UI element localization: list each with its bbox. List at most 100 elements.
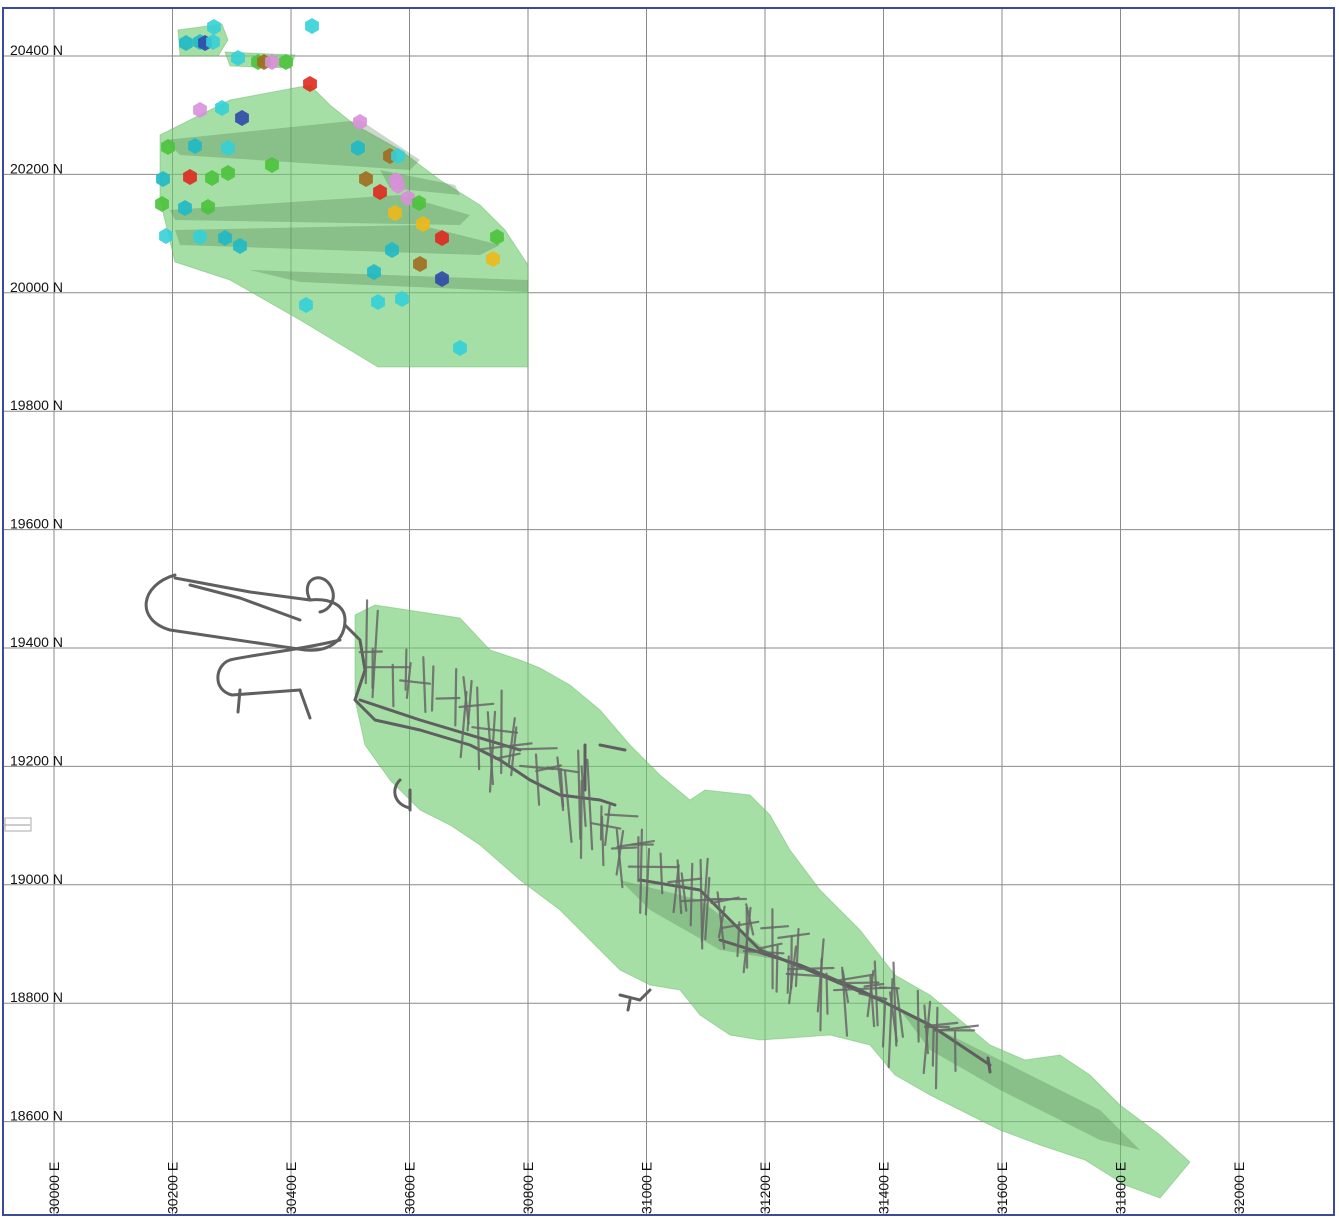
crosscut-drive: [404, 648, 408, 691]
crosscut-drive: [422, 656, 427, 714]
crosscut-drive: [644, 847, 651, 916]
drillhole-intercept: [401, 190, 415, 206]
northing-label: 19000 N: [10, 871, 63, 887]
northing-label: 20400 N: [10, 42, 63, 58]
crosscut-drive: [863, 982, 885, 988]
drillhole-intercept: [183, 169, 197, 185]
crosscut-drive: [689, 862, 694, 927]
crosscut-drive: [589, 821, 622, 830]
crosscut-drive: [736, 921, 741, 958]
drillhole-intercept: [206, 34, 220, 50]
drillhole-intercept: [351, 140, 365, 156]
drillhole-intercept: [416, 216, 430, 232]
crosscut-drive: [825, 972, 829, 1015]
drillhole-intercept: [359, 171, 373, 187]
crosscut-drive: [925, 1021, 959, 1028]
easting-label: 30600 E: [402, 1162, 418, 1214]
easting-label: 31600 E: [994, 1162, 1010, 1214]
drillhole-intercept: [305, 18, 319, 34]
crosscut-drive: [841, 969, 850, 1004]
crosscut-drive: [676, 859, 683, 915]
crosscut-drive: [600, 815, 605, 867]
northing-label: 18600 N: [10, 1108, 63, 1124]
crosscut-drive: [488, 710, 497, 793]
left-margin-marker: [4, 817, 32, 832]
crosscut-drive: [794, 927, 800, 988]
drillhole-intercept: [155, 196, 169, 212]
easting-label: 30400 E: [283, 1162, 299, 1214]
map-frame: [2, 7, 1335, 1216]
crosscut-drive: [699, 858, 704, 950]
northing-labels: 20400 N 20200 N 20000 N 19800 N 19600 N 19400…: [10, 42, 63, 1124]
easting-label: 31800 E: [1113, 1162, 1129, 1214]
northing-label: 20200 N: [10, 160, 63, 176]
stope-crosscuts: [358, 599, 980, 1090]
easting-labels: 30000 E 30200 E 30400 E 30600 E 30800 E 31000…: [46, 1162, 1247, 1214]
drillhole-intercept: [193, 229, 207, 245]
drillhole-intercept: [279, 54, 293, 70]
drillhole-intercept: [303, 76, 317, 92]
drillhole-intercept: [371, 294, 385, 310]
easting-label: 30200 E: [165, 1162, 181, 1214]
drillhole-intercept: [265, 54, 279, 70]
crosscut-drive: [466, 679, 473, 732]
crosscut-drive: [786, 966, 835, 971]
drillhole-intercept: [218, 230, 232, 246]
crosscut-drive: [507, 717, 516, 767]
crosscut-drive: [873, 960, 879, 1027]
drillhole-intercept: [231, 50, 245, 66]
drillhole-intercept: [193, 102, 207, 118]
crosscut-drive: [616, 839, 656, 848]
coordinate-grid: [3, 8, 1334, 1215]
drillhole-intercept: [385, 242, 399, 258]
drillhole-intercept: [373, 184, 387, 200]
crosscut-drive: [610, 846, 638, 850]
drillhole-intercept: [299, 297, 313, 313]
crosscut-drive: [604, 813, 639, 818]
crosscut-drive: [931, 1027, 935, 1067]
crosscut-drive: [586, 758, 594, 851]
drillhole-intercept: [435, 230, 449, 246]
crosscut-drive: [534, 753, 541, 806]
crosscut-drive: [454, 667, 458, 727]
drillhole-intercept: [490, 229, 504, 245]
crosscut-drive: [785, 972, 831, 978]
crosscut-drive: [405, 661, 412, 700]
northing-label: 19800 N: [10, 397, 63, 413]
crosscut-drive: [563, 770, 573, 844]
drillhole-intercept: [207, 19, 221, 35]
drillhole-intercept: [215, 100, 229, 116]
drillhole-intercept: [435, 271, 449, 287]
easting-label: 30800 E: [520, 1162, 536, 1214]
upper-orebody-solid: [159, 23, 529, 368]
northing-label: 19600 N: [10, 516, 63, 532]
crosscut-drive: [869, 975, 876, 1028]
drillhole-intercept: [221, 140, 235, 156]
crosscut-drive: [515, 747, 558, 751]
drillhole-intercept: [159, 228, 173, 244]
crosscut-drive: [881, 997, 887, 1048]
crosscut-drive: [459, 690, 468, 759]
drillhole-intercept: [412, 195, 426, 211]
crosscut-drive: [704, 876, 711, 941]
crosscut-drive: [866, 969, 875, 1018]
drillhole-intercept: [156, 171, 170, 187]
crosscut-drive: [535, 764, 563, 773]
crosscut-drive: [494, 752, 521, 760]
drillhole-intercept: [265, 157, 279, 173]
crosscut-drive: [841, 966, 849, 1037]
crosscut-drive: [716, 891, 726, 950]
drillhole-intercept: [388, 205, 402, 221]
crosscut-drive: [922, 1000, 932, 1075]
drillhole-intercept: [178, 200, 192, 216]
crosscut-drive: [667, 877, 703, 884]
drillhole-intercept: [395, 291, 409, 307]
crosscut-drive: [577, 749, 582, 841]
drillhole-intercept: [161, 139, 175, 155]
crosscut-drive: [430, 665, 435, 712]
drillhole-intercept: [221, 165, 235, 181]
crosscut-drive: [887, 977, 894, 1069]
crosscut-drive: [364, 599, 369, 685]
drillhole-intercept: [367, 264, 381, 280]
drillhole-intercept: [453, 340, 467, 356]
